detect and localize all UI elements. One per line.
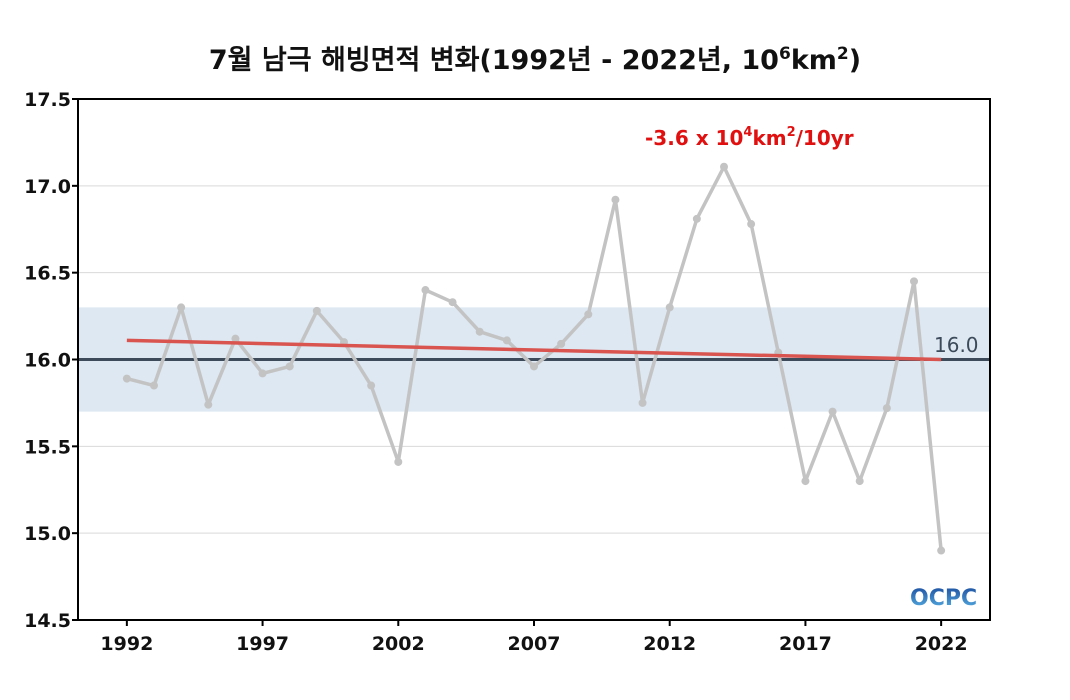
data-point bbox=[502, 336, 511, 345]
data-point bbox=[448, 298, 457, 307]
data-point bbox=[855, 477, 864, 486]
svg-text:OCPC: OCPC bbox=[910, 586, 977, 611]
data-point bbox=[638, 398, 647, 407]
data-point bbox=[747, 220, 756, 229]
trend-annotation: -3.6 x 104km2/10yr bbox=[645, 125, 854, 150]
data-point bbox=[421, 286, 430, 295]
trend-line bbox=[126, 338, 942, 362]
data-point bbox=[692, 214, 701, 223]
data-point bbox=[937, 546, 946, 555]
data-point bbox=[530, 362, 538, 371]
data-point bbox=[557, 339, 566, 348]
data-point bbox=[665, 303, 674, 312]
data-point bbox=[231, 334, 240, 343]
x-tick-label: 2022 bbox=[915, 633, 968, 655]
data-point bbox=[204, 400, 213, 409]
data-point bbox=[177, 303, 186, 312]
data-point bbox=[882, 404, 891, 413]
x-tick-label: 2002 bbox=[372, 633, 425, 655]
data-point bbox=[122, 374, 131, 383]
data-point bbox=[910, 277, 918, 286]
data-point bbox=[475, 327, 484, 336]
x-tick-label: 1997 bbox=[236, 633, 289, 655]
data-point bbox=[150, 381, 158, 390]
data-point bbox=[394, 457, 403, 466]
y-tick-label: 16.5 bbox=[24, 263, 71, 285]
y-tick-label: 15.0 bbox=[24, 523, 71, 545]
y-tick-label: 16.0 bbox=[24, 350, 71, 372]
data-point bbox=[312, 306, 321, 315]
x-tick-label: 2012 bbox=[643, 633, 696, 655]
data-point bbox=[367, 381, 376, 390]
data-point bbox=[828, 407, 837, 416]
y-tick-label: 15.5 bbox=[24, 436, 71, 458]
x-tick-label: 2017 bbox=[779, 633, 832, 655]
data-point bbox=[801, 477, 810, 486]
x-tick-label: 2007 bbox=[508, 633, 561, 655]
ocpc-logo: OCPC bbox=[910, 586, 977, 611]
data-point bbox=[584, 310, 593, 319]
data-point bbox=[611, 195, 620, 204]
data-point bbox=[720, 162, 728, 171]
data-point bbox=[285, 362, 294, 371]
chart-title: 7월 남극 해빙면적 변화(1992년 - 2022년, 106km2) bbox=[208, 44, 862, 76]
y-tick-label: 17.5 bbox=[24, 89, 71, 111]
y-tick-label: 17.0 bbox=[24, 176, 71, 198]
normal-value-label: 16.0 bbox=[934, 333, 979, 357]
y-tick-label: 14.5 bbox=[24, 610, 71, 632]
x-tick-label: 1992 bbox=[100, 633, 153, 655]
data-point bbox=[258, 369, 267, 378]
